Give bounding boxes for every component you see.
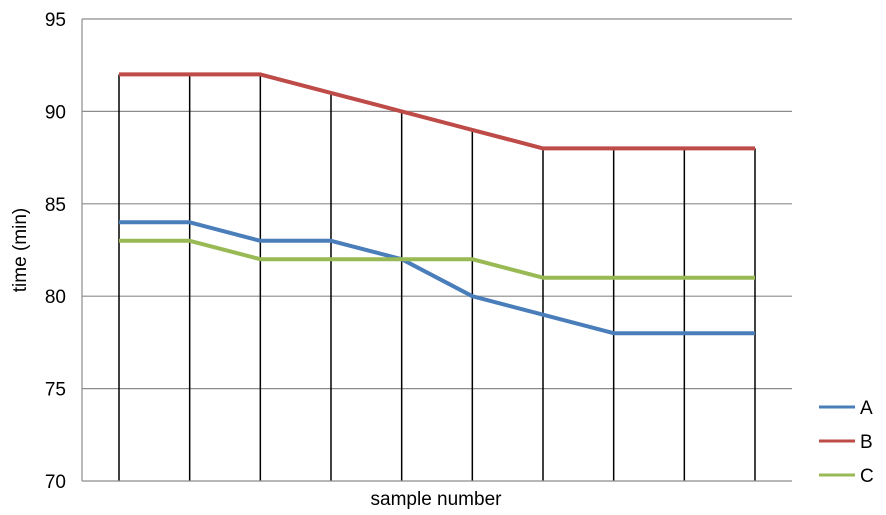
legend-label-B: B [860, 432, 873, 453]
legend-label-C: C [860, 466, 874, 487]
y-tick-label-95: 95 [45, 10, 66, 31]
y-tick-labels: 70 75 80 85 90 95 [45, 10, 66, 493]
y-tick-label-75: 75 [45, 380, 66, 401]
drop-lines [118, 74, 756, 481]
x-axis-title: sample number [371, 489, 503, 510]
series-line-C [119, 238, 755, 280]
y-tick-label-80: 80 [45, 287, 66, 308]
legend-label-A: A [860, 398, 873, 419]
y-tick-label-70: 70 [45, 472, 66, 493]
y-axis-title: time (min) [10, 208, 31, 292]
series-line-B [119, 72, 755, 151]
y-tick-label-85: 85 [45, 195, 66, 216]
series-line-A [119, 220, 755, 336]
y-tick-label-90: 90 [45, 102, 66, 123]
legend: ABC [819, 398, 874, 487]
series-lines [119, 72, 755, 336]
axes [81, 19, 792, 482]
gridlines [82, 18, 792, 390]
